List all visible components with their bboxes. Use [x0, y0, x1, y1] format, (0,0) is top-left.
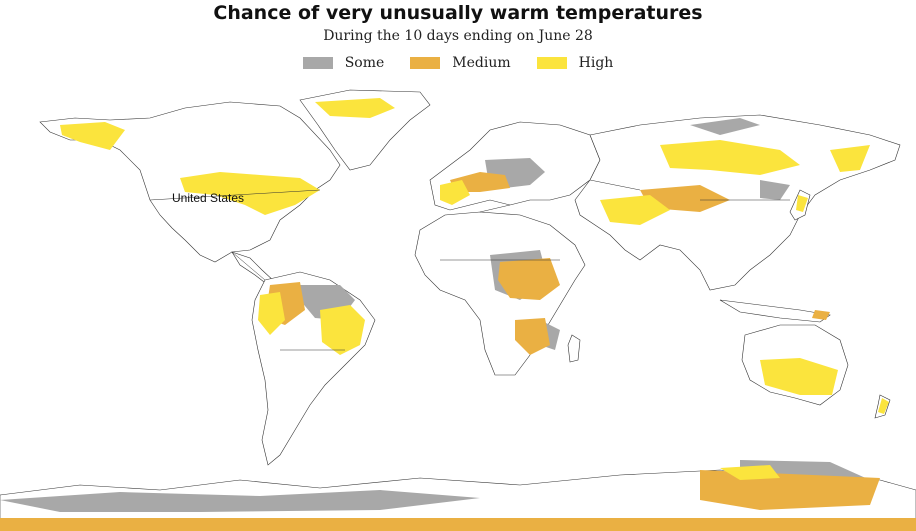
legend-swatch-high	[536, 57, 567, 69]
legend-label-high: High	[578, 55, 614, 71]
legend: Some Medium High	[0, 55, 916, 71]
legend-item-high: High	[536, 55, 614, 71]
legend-item-some: Some	[302, 55, 385, 71]
map-label-united-states: United States	[172, 191, 245, 205]
borders-layer	[149, 179, 790, 351]
chart-title: Chance of very unusually warm temperatur…	[213, 2, 703, 24]
chart-subtitle: During the 10 days ending on June 28	[323, 28, 593, 44]
high-layer	[60, 98, 889, 480]
medium-layer	[0, 172, 916, 531]
africa	[414, 211, 586, 376]
legend-label-some: Some	[344, 55, 385, 71]
legend-swatch-some	[302, 57, 333, 69]
legend-swatch-medium	[410, 57, 441, 69]
asia	[574, 114, 901, 291]
madagascar	[567, 334, 581, 363]
legend-item-medium: Medium	[410, 55, 511, 71]
indonesia	[719, 299, 831, 323]
legend-label-medium: Medium	[452, 55, 511, 71]
